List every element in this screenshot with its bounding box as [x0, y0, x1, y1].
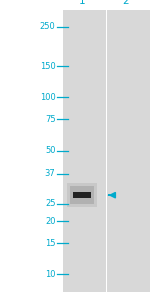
Text: 100: 100	[40, 93, 56, 102]
Text: 1: 1	[79, 0, 86, 6]
FancyBboxPatch shape	[63, 10, 150, 292]
Text: 15: 15	[45, 239, 56, 248]
FancyBboxPatch shape	[106, 10, 107, 292]
FancyBboxPatch shape	[68, 183, 97, 207]
Text: 37: 37	[45, 169, 56, 178]
FancyBboxPatch shape	[70, 186, 94, 204]
Text: 20: 20	[45, 217, 56, 226]
Text: 75: 75	[45, 115, 56, 124]
Text: 150: 150	[40, 62, 56, 71]
Text: 250: 250	[40, 22, 56, 31]
Text: 50: 50	[45, 146, 56, 155]
FancyBboxPatch shape	[74, 192, 91, 198]
Text: 10: 10	[45, 270, 56, 279]
Text: 25: 25	[45, 200, 56, 208]
Text: 2: 2	[122, 0, 129, 6]
